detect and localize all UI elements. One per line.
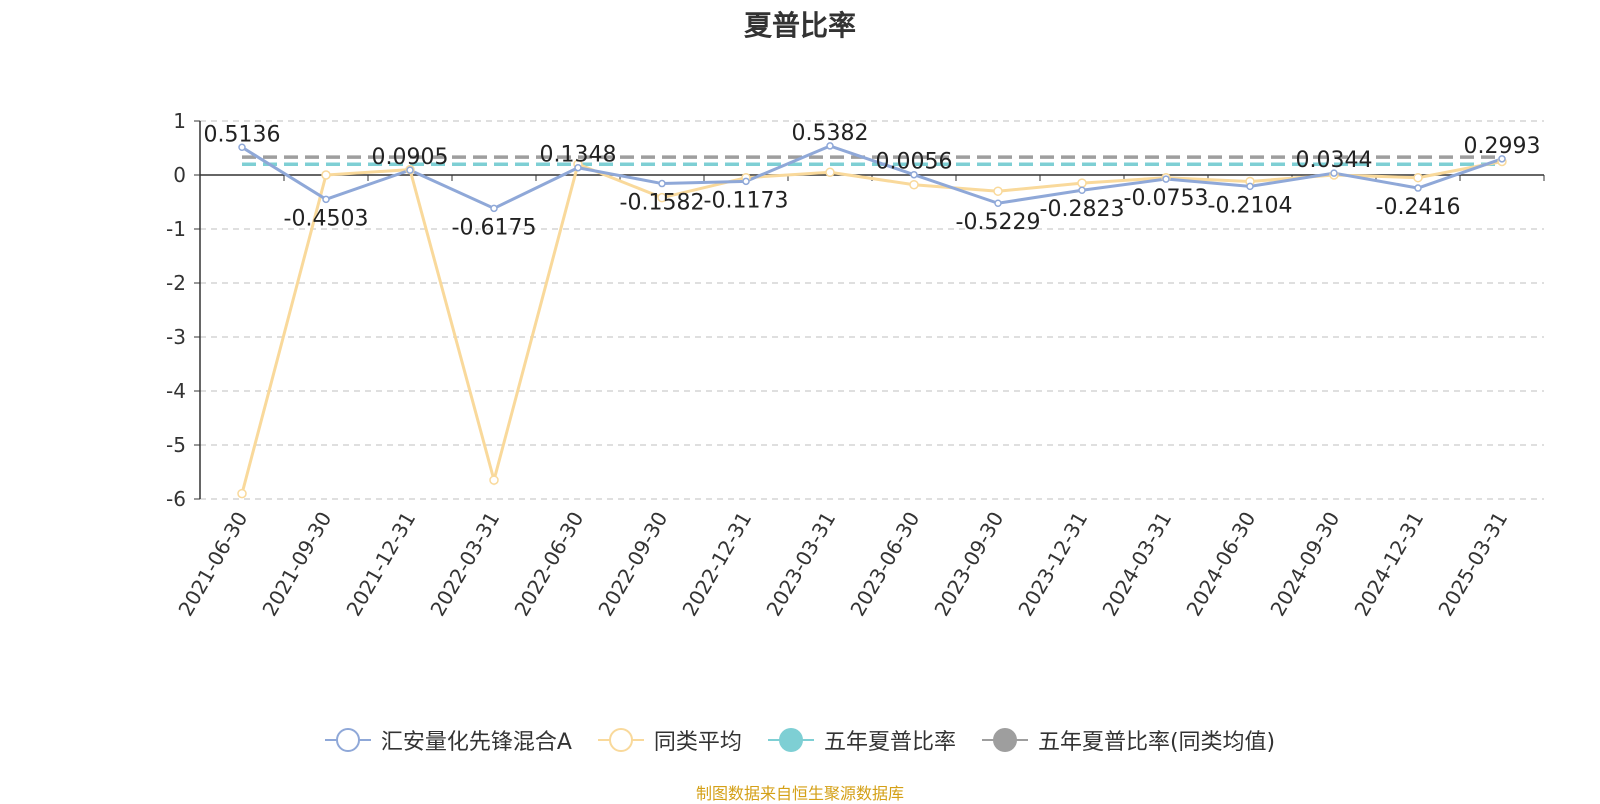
- x-tick-label: 2024-09-30: [1265, 508, 1344, 621]
- x-tick-label: 2022-09-30: [593, 508, 672, 621]
- x-tick-label: 2024-03-31: [1097, 508, 1176, 621]
- legend-item-five-year-peer[interactable]: 五年夏普比率(同类均值): [981, 724, 1276, 756]
- x-tick-label: 2023-09-30: [929, 508, 1008, 621]
- fund-point: [1414, 184, 1422, 192]
- x-tick-label: 2023-12-31: [1013, 508, 1092, 621]
- y-tick-label: 0: [173, 163, 186, 187]
- fund-data-label: -0.6175: [452, 215, 537, 240]
- x-tick-label: 2024-12-31: [1349, 508, 1428, 621]
- y-tick-label: -5: [166, 433, 186, 457]
- fund-point: [1162, 175, 1170, 183]
- legend-peer-symbol-icon: [597, 728, 644, 752]
- series-line-fund: [241, 144, 1503, 211]
- fund-data-label: -0.1582: [620, 191, 705, 216]
- legend-label-five-year: 五年夏普比率: [823, 730, 956, 755]
- legend-item-fund[interactable]: 汇安量化先锋混合A: [324, 724, 572, 756]
- fund-data-label: -0.4503: [284, 206, 369, 231]
- fund-data-label: -0.5229: [956, 210, 1041, 235]
- fund-point: [238, 143, 246, 152]
- peer-average-point: [237, 488, 247, 499]
- peer-average-point: [321, 170, 331, 180]
- peer-average-point: [825, 167, 835, 178]
- x-tick-label: 2022-03-31: [425, 508, 504, 621]
- fund-point: [1246, 182, 1254, 191]
- legend: 汇安量化先锋混合A 同类平均 五年夏普比率 五年夏普比率(同类均值): [0, 724, 1600, 756]
- x-tick-label: 2025-03-31: [1433, 508, 1512, 621]
- fund-data-label: 0.5136: [204, 122, 281, 147]
- x-tick-label: 2021-12-31: [341, 508, 420, 621]
- y-tick-label: 1: [173, 109, 186, 133]
- fund-data-label: 0.0056: [876, 150, 953, 175]
- peer-average-point: [993, 186, 1003, 196]
- y-tick-label: -6: [166, 487, 186, 511]
- legend-item-five-year[interactable]: 五年夏普比率: [767, 724, 956, 756]
- x-tick-label: 2021-09-30: [257, 508, 336, 621]
- y-tick-label: -3: [166, 325, 186, 349]
- fund-point: [910, 170, 918, 179]
- peer-average-point: [1077, 178, 1087, 188]
- series-line-peer-average: [240, 160, 1503, 494]
- fund-data-label: -0.2104: [1208, 193, 1293, 218]
- fund-data-label: -0.2416: [1376, 195, 1461, 220]
- legend-label-five-year-peer: 五年夏普比率(同类均值): [1037, 730, 1276, 755]
- legend-fund-symbol-icon: [324, 728, 371, 752]
- y-tick-label: -1: [166, 217, 186, 241]
- legend-item-peer-average[interactable]: 同类平均: [597, 724, 742, 756]
- y-tick-label: -2: [166, 271, 186, 295]
- fund-point: [742, 177, 750, 186]
- sharpe-ratio-chart: -6 -5 -4 -3 -2 -1 0 1 2021-06-30 2021-09-30 2021-1…: [166, 109, 1545, 621]
- x-tick-label: 2021-06-30: [173, 508, 252, 621]
- fund-point: [658, 179, 666, 188]
- fund-data-label: -0.0753: [1124, 186, 1209, 211]
- x-tick-label: 2022-12-31: [677, 508, 756, 621]
- fund-data-label: 0.1348: [540, 143, 617, 168]
- chart-title: 夏普比率: [743, 9, 856, 42]
- fund-point: [406, 166, 414, 174]
- fund-data-label: 0.5382: [792, 121, 869, 146]
- legend-five-year-peer-symbol-icon: [981, 728, 1028, 752]
- fund-point: [826, 142, 834, 150]
- peer-average-point: [657, 192, 667, 203]
- fund-data-label: 0.2993: [1464, 134, 1541, 159]
- fund-data-label: -0.2823: [1040, 197, 1125, 222]
- legend-five-year-symbol-icon: [767, 728, 814, 752]
- legend-label-peer-average: 同类平均: [653, 730, 742, 755]
- fund-point: [574, 163, 582, 172]
- fund-point: [1330, 169, 1338, 177]
- fund-point: [490, 204, 498, 213]
- data-source-note: 制图数据来自恒生聚源数据库: [695, 784, 904, 803]
- peer-average-point: [909, 179, 919, 190]
- peer-average-point: [1413, 172, 1423, 183]
- fund-point: [1498, 155, 1506, 163]
- x-tick-label: 2022-06-30: [509, 508, 588, 621]
- fund-point: [994, 199, 1002, 207]
- fund-data-label: 0.0905: [372, 145, 449, 170]
- fund-data-label: -0.1173: [704, 188, 789, 213]
- peer-average-point: [489, 475, 499, 485]
- x-tick-label: 2024-06-30: [1181, 508, 1260, 621]
- x-tick-label: 2023-03-31: [761, 508, 840, 621]
- fund-data-label: 0.0344: [1296, 148, 1373, 173]
- x-tick-label: 2023-06-30: [845, 508, 924, 621]
- legend-label-fund: 汇安量化先锋混合A: [380, 730, 572, 755]
- fund-point: [322, 195, 330, 204]
- y-tick-label: -4: [166, 379, 186, 403]
- fund-point: [1078, 186, 1086, 194]
